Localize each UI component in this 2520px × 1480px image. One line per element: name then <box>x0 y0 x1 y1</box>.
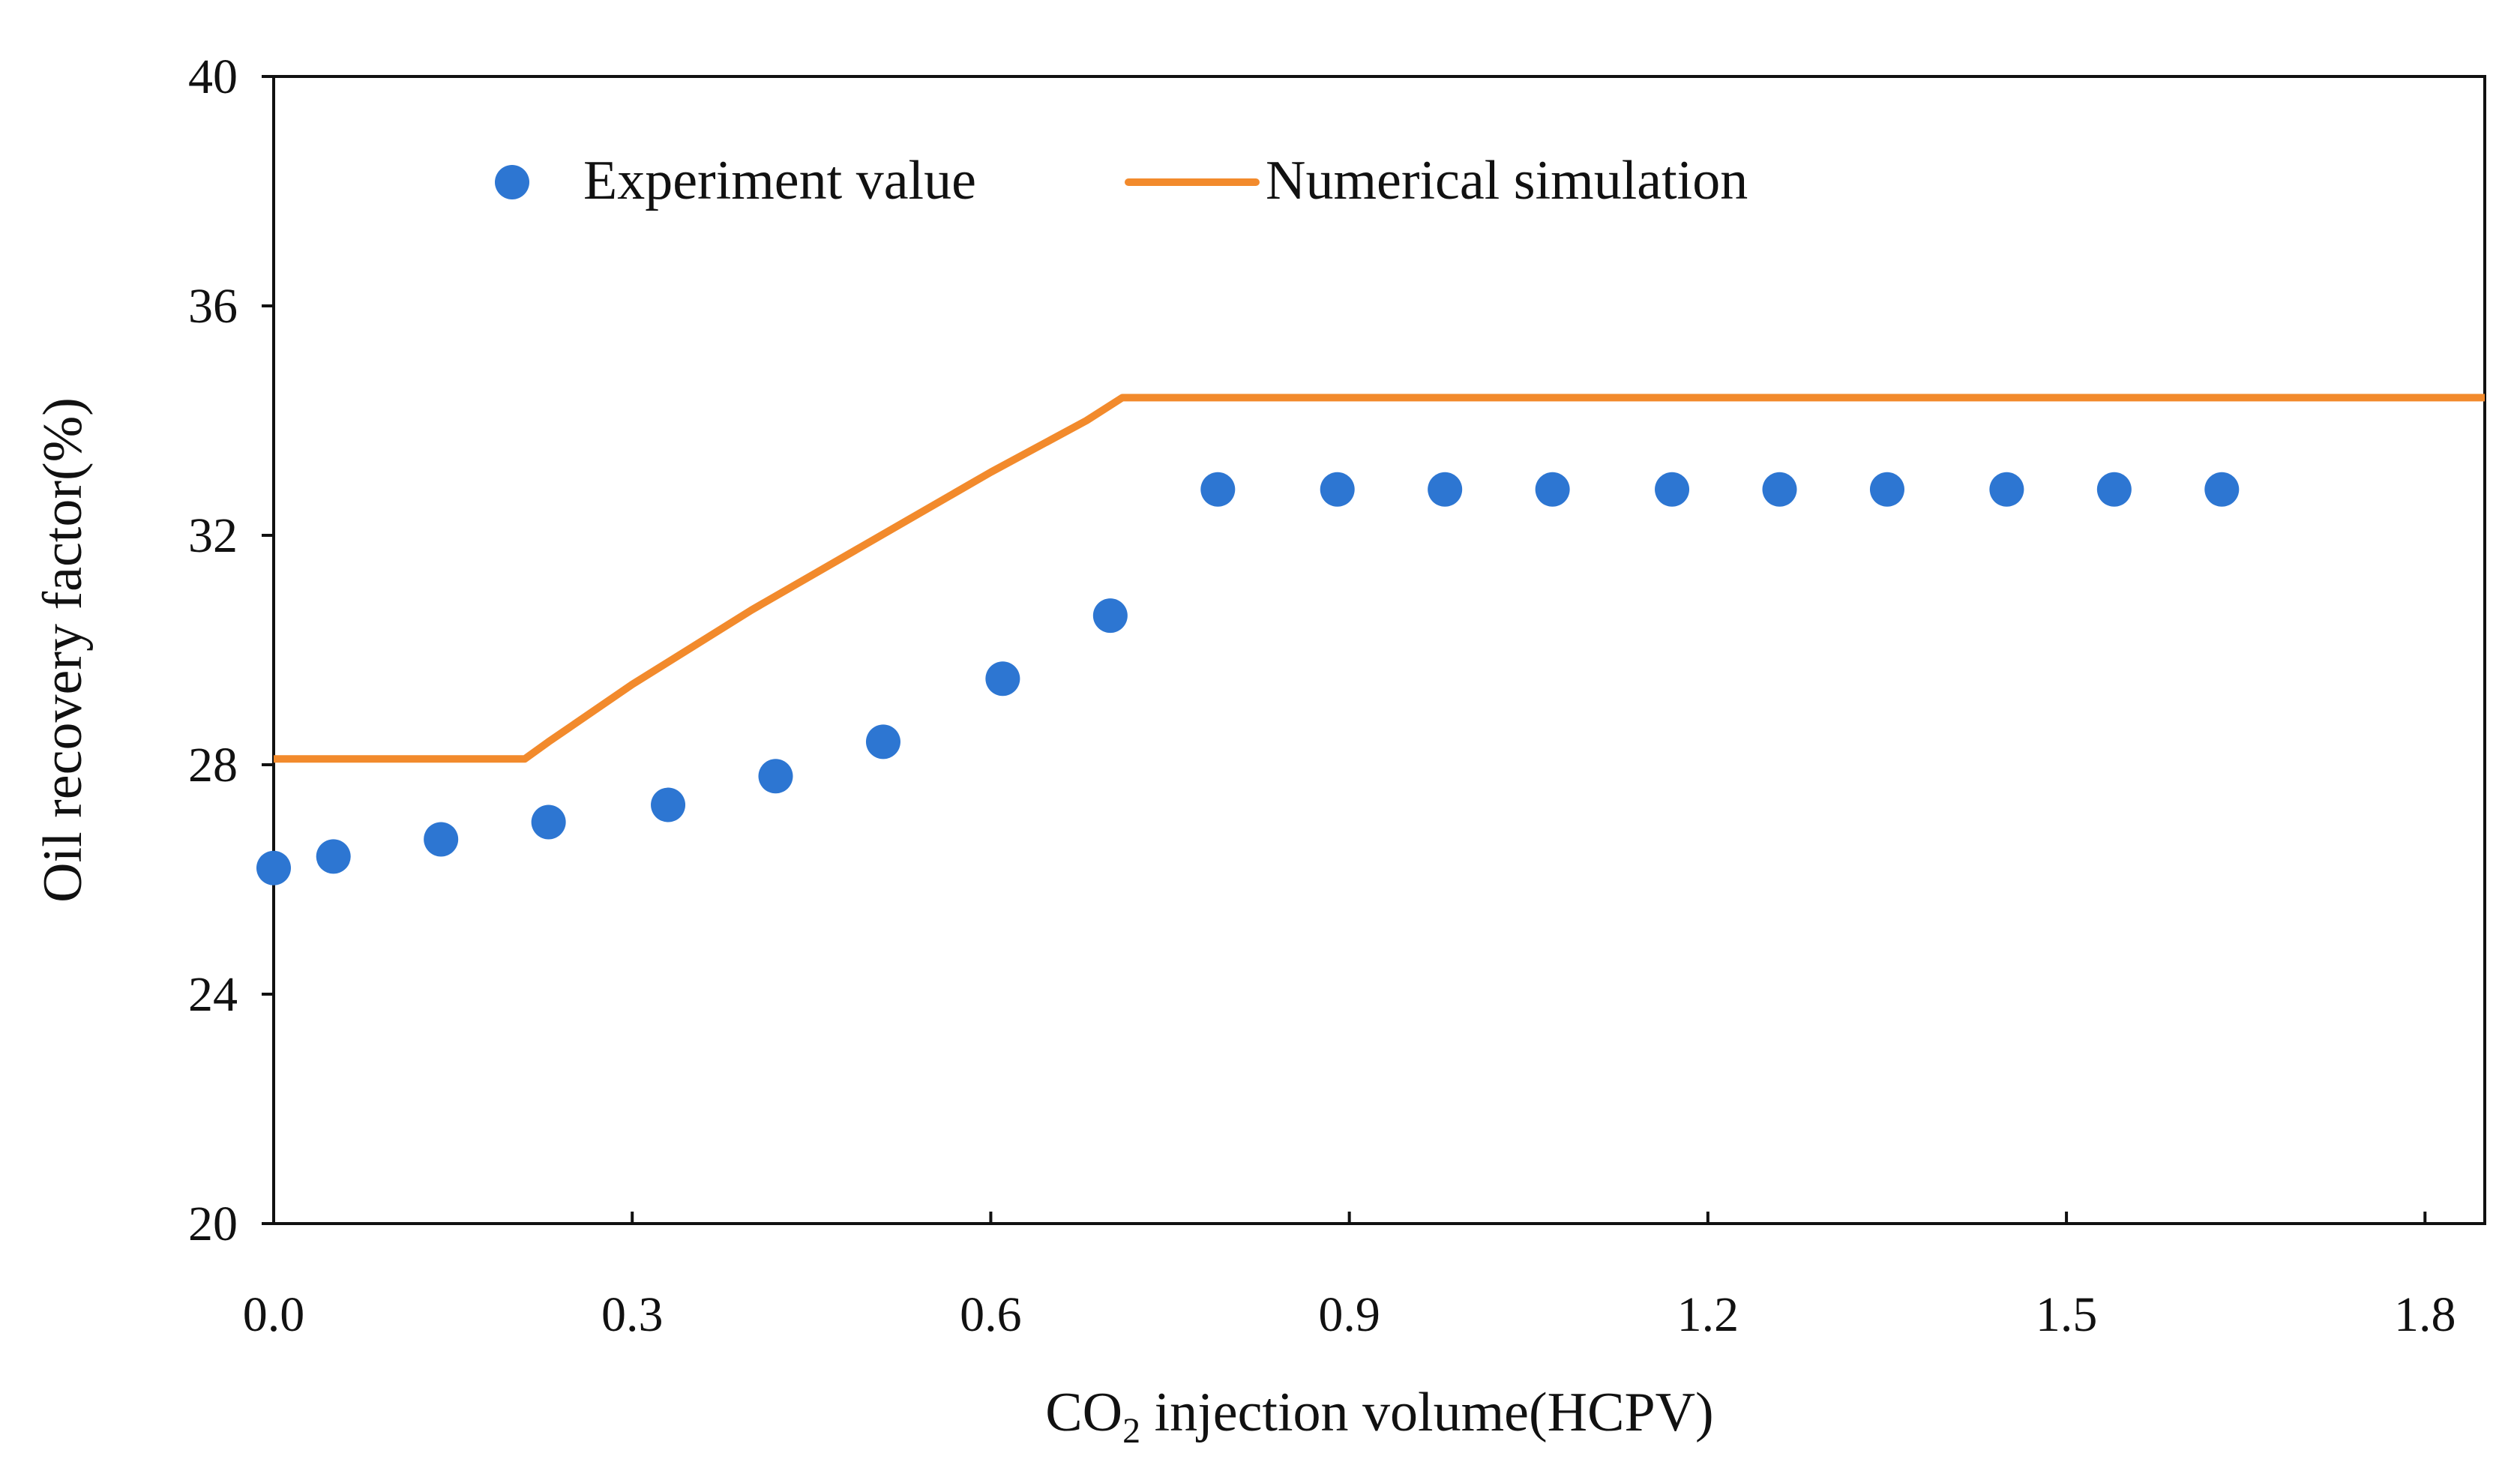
experiment-point-2 <box>424 822 459 857</box>
x-tick-label-1: 0.3 <box>601 1287 664 1342</box>
simulation-line <box>274 394 2485 763</box>
experiment-point-5 <box>758 759 793 794</box>
legend: Experiment value Numerical simulation <box>495 150 1748 211</box>
x-axis-ticks: 0.0 0.3 0.6 0.9 1.2 1.5 1.8 <box>243 1212 2456 1342</box>
x-tick-label-0: 0.0 <box>243 1287 305 1342</box>
legend-marker-experiment <box>495 165 529 199</box>
experiment-point-10 <box>1320 472 1355 507</box>
y-tick-label-28: 28 <box>188 738 238 792</box>
experiment-point-11 <box>1428 472 1463 507</box>
y-axis-title: Oil recovery factor(%) <box>32 397 94 903</box>
x-axis-title-rest: injection volume(HCPV) <box>1140 1382 1714 1443</box>
x-tick-label-4: 1.2 <box>1677 1287 1739 1342</box>
x-tick-label-3: 0.9 <box>1318 1287 1380 1342</box>
series-layer <box>256 394 2485 885</box>
plot-area-frame <box>272 75 2486 1225</box>
experiment-point-14 <box>1762 472 1797 507</box>
experiment-point-17 <box>2096 472 2132 507</box>
experiment-point-13 <box>1655 472 1690 507</box>
experiment-point-9 <box>1200 472 1236 507</box>
y-axis-ticks: 20 24 28 32 36 40 <box>188 49 274 1251</box>
experiment-point-1 <box>316 839 351 874</box>
legend-label-simulation: Numerical simulation <box>1266 150 1748 211</box>
legend-label-experiment: Experiment value <box>583 150 976 211</box>
y-tick-label-20: 20 <box>188 1197 238 1251</box>
x-tick-label-5: 1.5 <box>2036 1287 2098 1342</box>
experiment-point-4 <box>651 787 686 822</box>
x-axis-title-subscript: 2 <box>1122 1411 1140 1451</box>
x-tick-label-6: 1.8 <box>2394 1287 2456 1342</box>
y-tick-label-40: 40 <box>188 49 238 104</box>
experiment-point-12 <box>1535 472 1570 507</box>
experiment-point-16 <box>1989 472 2024 507</box>
experiment-point-7 <box>985 661 1020 697</box>
experiment-point-18 <box>2204 472 2240 507</box>
experiment-point-0 <box>256 850 291 885</box>
experiment-point-6 <box>865 724 900 759</box>
experiment-point-8 <box>1092 598 1128 634</box>
x-axis-title: CO2 injection volume(HCPV) <box>1045 1382 1713 1451</box>
y-tick-label-32: 32 <box>188 508 238 563</box>
experiment-point-15 <box>1869 472 1904 507</box>
x-tick-label-2: 0.6 <box>960 1287 1022 1342</box>
x-axis-title-main: CO <box>1045 1382 1122 1443</box>
y-tick-label-24: 24 <box>188 967 238 1022</box>
experiment-point-3 <box>531 804 566 840</box>
y-tick-label-36: 36 <box>188 279 238 334</box>
